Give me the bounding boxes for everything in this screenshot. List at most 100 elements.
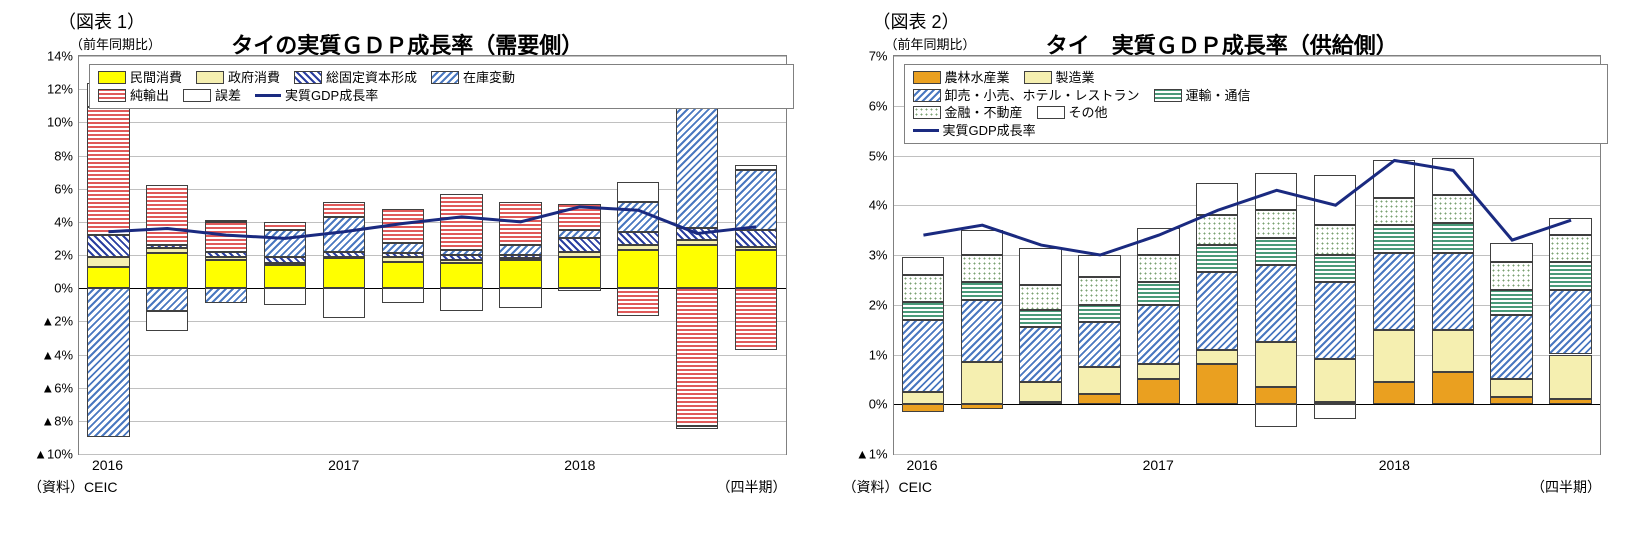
legend-label: 実質GDP成長率 (943, 122, 1036, 140)
bar-segment-inventory (617, 202, 659, 232)
bar-segment-trade (1490, 315, 1532, 380)
legend-item: 卸売・小売、ホテル・レストラン (913, 87, 1140, 105)
bar-segment-gfcf (87, 235, 129, 257)
bar-segment-error (499, 288, 541, 308)
bar-segment-agri (1373, 382, 1415, 404)
bar-segment-trade (1549, 290, 1591, 355)
bar-segment-error (440, 288, 482, 311)
x-year-label: 2016 (92, 457, 123, 473)
bar-segment-private (264, 265, 306, 288)
y-tick-label: 2% (869, 297, 894, 312)
bar-group (735, 56, 777, 454)
bar-segment-private (735, 250, 777, 288)
bar-segment-finance (1432, 195, 1474, 222)
bar-segment-private (323, 258, 365, 288)
swatch-icon (1024, 71, 1052, 84)
swatch-icon (913, 89, 941, 102)
source-label: （資料）CEIC (843, 477, 932, 497)
bar-segment-gov (735, 247, 777, 250)
bar-segment-other (1373, 160, 1415, 197)
bar-group (146, 56, 188, 454)
legend-label: 誤差 (215, 87, 241, 105)
bar-segment-trade (1196, 272, 1238, 349)
y-tick-label: 4% (869, 198, 894, 213)
y-tick-label: 0% (54, 281, 79, 296)
bar-segment-agri (961, 404, 1003, 409)
swatch-icon (98, 71, 126, 84)
bar-segment-error (146, 311, 188, 331)
bar-segment-other (1255, 173, 1297, 210)
line-swatch-icon (913, 129, 939, 132)
x-year-label: 2017 (1143, 457, 1174, 473)
bar-group (205, 56, 247, 454)
bar-segment-gfcf (264, 257, 306, 264)
bar-segment-private (499, 260, 541, 288)
bar-segment-transp (1314, 255, 1356, 282)
bar-segment-private (617, 250, 659, 288)
bar-segment-agri (1490, 397, 1532, 404)
legend-item: 誤差 (183, 87, 241, 105)
swatch-icon (913, 106, 941, 119)
bar-segment-transp (902, 302, 944, 319)
y-axis-unit-label: （前年同期比） (885, 34, 1612, 53)
bar-segment-gfcf (499, 255, 541, 258)
legend-label: 実質GDP成長率 (285, 87, 378, 105)
y-tick-label: 5% (869, 148, 894, 163)
bar-segment-inventory (382, 243, 424, 253)
legend-label: 運輸・通信 (1186, 87, 1251, 105)
bar-group (558, 56, 600, 454)
swatch-icon (431, 71, 459, 84)
y-tick-label: ▲6% (41, 380, 79, 395)
legend-row: 実質GDP成長率 (913, 122, 1600, 140)
bar-segment-inventory (735, 170, 777, 230)
bar-segment-manu (1078, 367, 1120, 394)
bar-segment-gov (499, 258, 541, 260)
bar-segment-transp (1137, 282, 1179, 304)
chart-panel-demand: （図表 1）（前年同期比）タイの実質ＧＤＰ成長率（需要側）▲10%▲8%▲6%▲… (0, 0, 815, 537)
chart-frame: ▲1%0%1%2%3%4%5%6%7%農林水産業製造業卸売・小売、ホテル・レスト… (893, 55, 1602, 455)
bar-segment-other (902, 257, 944, 274)
legend-item: 純輸出 (98, 87, 169, 105)
bar-segment-gov (323, 257, 365, 259)
bar-segment-agri (1019, 402, 1061, 404)
bar-group (440, 56, 482, 454)
bar-segment-agri (1255, 387, 1297, 404)
swatch-icon (294, 71, 322, 84)
legend-item: 製造業 (1024, 69, 1095, 87)
bar-segment-other (1078, 255, 1120, 277)
bar-segment-agri (1196, 364, 1238, 404)
legend-label: 政府消費 (228, 69, 280, 87)
bar-segment-netexport (205, 222, 247, 252)
y-tick-label: ▲4% (41, 347, 79, 362)
y-tick-label: 3% (869, 248, 894, 263)
bar-group (617, 56, 659, 454)
bar-segment-gfcf (676, 228, 718, 240)
bar-segment-gov (676, 240, 718, 245)
bar-segment-transp (1078, 305, 1120, 322)
y-tick-label: 12% (47, 82, 79, 97)
bar-segment-other (1549, 218, 1591, 235)
legend: 民間消費政府消費総固定資本形成在庫変動純輸出誤差実質GDP成長率 (89, 64, 794, 109)
bar-segment-other (961, 230, 1003, 255)
bar-segment-private (440, 263, 482, 288)
x-year-label: 2016 (906, 457, 937, 473)
bar-segment-inventory (205, 288, 247, 303)
bar-segment-netexport (558, 204, 600, 231)
legend-item: 民間消費 (98, 69, 182, 87)
x-year-label: 2018 (1379, 457, 1410, 473)
bar-segment-gfcf (205, 252, 247, 257)
bar-segment-netexport (264, 222, 306, 230)
bar-segment-manu (1019, 382, 1061, 402)
bar-segment-trade (1019, 327, 1061, 382)
legend-label: 民間消費 (130, 69, 182, 87)
bar-segment-gfcf (617, 232, 659, 245)
legend-label: 製造業 (1056, 69, 1095, 87)
bar-group (676, 56, 718, 454)
bar-segment-netexport (382, 209, 424, 244)
legend-item: 農林水産業 (913, 69, 1010, 87)
bar-segment-finance (1255, 210, 1297, 237)
bar-segment-error (264, 288, 306, 305)
bar-segment-error (676, 426, 718, 429)
swatch-icon (913, 71, 941, 84)
y-tick-label: 10% (47, 115, 79, 130)
